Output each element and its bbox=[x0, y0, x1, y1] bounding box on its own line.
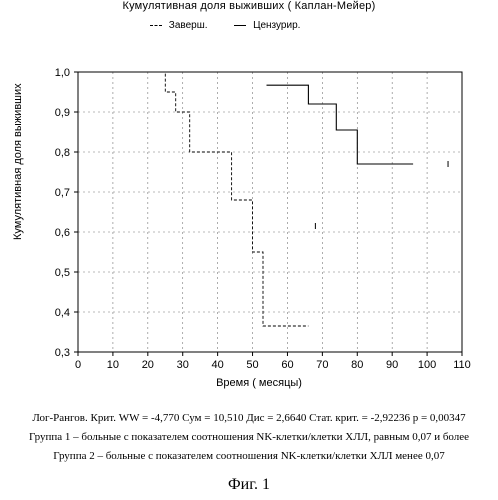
y-tick-label: 0,3 bbox=[55, 347, 70, 359]
y-tick-label: 0,6 bbox=[55, 227, 70, 239]
x-tick-label: 60 bbox=[281, 359, 293, 370]
x-tick-label: 50 bbox=[246, 359, 258, 370]
y-tick-label: 0,7 bbox=[55, 187, 70, 199]
plot-frame bbox=[78, 72, 462, 352]
plot-area: 0 10 20 30 40 50 60 70 80 90 100 110 0,3 0,4 0,5 0,6 0,7… bbox=[0, 0, 498, 370]
x-tick-label: 70 bbox=[316, 359, 328, 370]
x-tick-label: 40 bbox=[212, 359, 224, 370]
x-tick-label: 110 bbox=[453, 359, 471, 370]
figure-caption: Фиг. 1 bbox=[0, 476, 498, 494]
y-tick-label: 0,5 bbox=[55, 267, 70, 279]
group2-note: Группа 2 – больные с показателем соотнош… bbox=[0, 450, 498, 462]
y-tick-label: 0,4 bbox=[55, 307, 70, 319]
x-tick-label: 80 bbox=[351, 359, 363, 370]
group1-note: Группа 1 – больные с показателем соотнош… bbox=[0, 431, 498, 443]
y-tick-label: 0,9 bbox=[55, 107, 70, 119]
x-tick-label: 90 bbox=[386, 359, 398, 370]
y-tick-label: 0,8 bbox=[55, 147, 70, 159]
x-axis-label: Время ( месяцы) bbox=[10, 377, 498, 389]
x-tick-label: 30 bbox=[177, 359, 189, 370]
x-tick-label: 0 bbox=[75, 359, 81, 370]
x-tick-label: 100 bbox=[418, 359, 436, 370]
y-tick-label: 1,0 bbox=[55, 67, 70, 79]
x-tick-label: 20 bbox=[142, 359, 154, 370]
x-tick-label: 10 bbox=[107, 359, 119, 370]
stat-note: Лог-Рангов. Крит. WW = -4,770 Сум = 10,5… bbox=[0, 412, 498, 424]
